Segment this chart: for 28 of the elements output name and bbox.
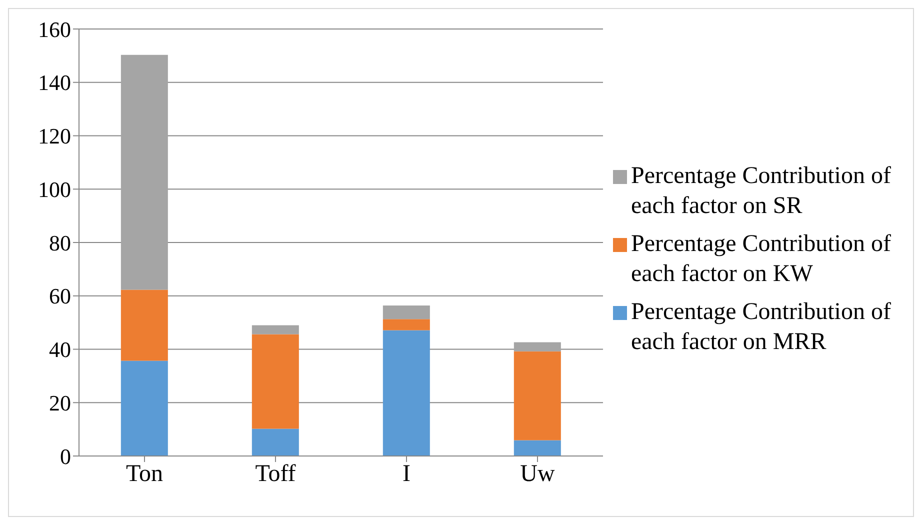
bar <box>514 342 561 352</box>
bar <box>514 351 561 440</box>
y-tick-label: 120 <box>38 124 71 149</box>
bar <box>514 440 561 456</box>
y-tick-label: 20 <box>49 390 71 416</box>
bar <box>252 334 299 429</box>
bar <box>382 330 430 456</box>
y-tick-label: 140 <box>38 70 71 96</box>
y-tick-label: 80 <box>49 230 71 256</box>
bar <box>382 305 430 320</box>
y-tick-label: 160 <box>38 16 71 42</box>
y-tick-label: 100 <box>38 176 71 202</box>
legend-label: Percentage Contribution of each factor on MRR <box>631 298 892 356</box>
y-tick-label: 40 <box>49 337 71 362</box>
x-tick-label: Ton <box>126 461 163 488</box>
y-tick-label: 60 <box>49 284 71 309</box>
legend-label: Percentage Contribution of each factor on KW <box>631 230 892 288</box>
bar <box>382 319 430 330</box>
legend-label: Percentage Contribution of each factor on SR <box>631 162 892 220</box>
x-tick-label: I <box>402 461 410 488</box>
bar <box>120 54 168 290</box>
bar <box>120 290 168 361</box>
x-tick-label: Uw <box>520 461 556 488</box>
x-tick-label: Toff <box>255 461 296 488</box>
bar <box>120 360 168 456</box>
bar <box>252 325 299 334</box>
y-tick-label: 0 <box>60 444 71 469</box>
bar <box>252 428 299 456</box>
